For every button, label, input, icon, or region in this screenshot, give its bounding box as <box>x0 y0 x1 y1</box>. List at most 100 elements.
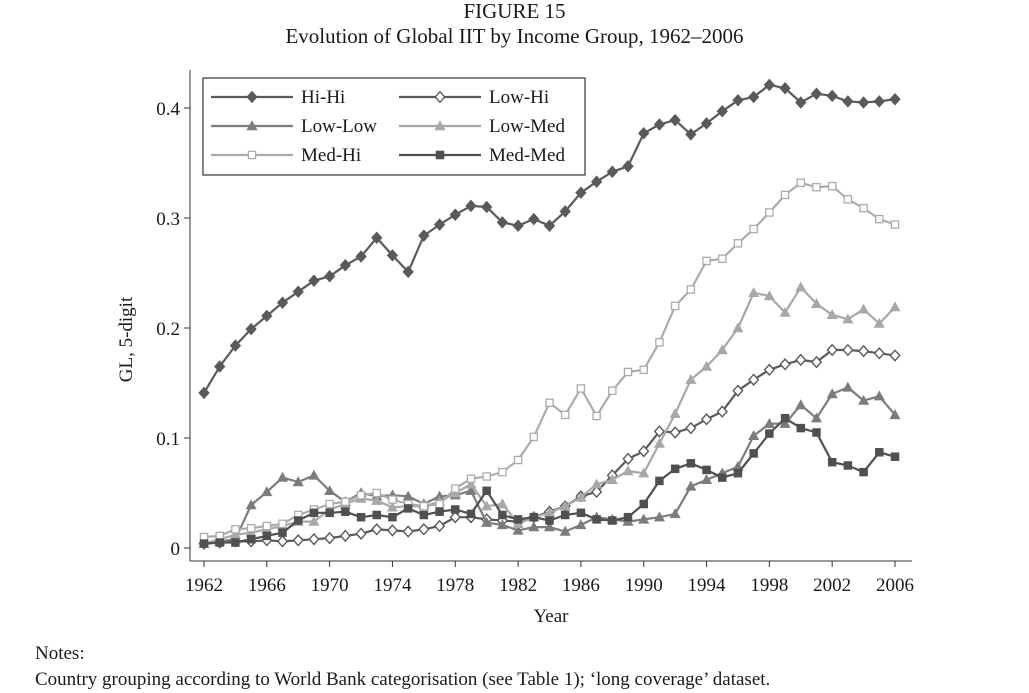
data-point-low-hi <box>795 353 807 367</box>
x-tick-label: 2006 <box>876 575 914 596</box>
data-point-med-med <box>702 465 711 475</box>
legend-label: Low-Low <box>301 116 377 137</box>
data-point-hi-hi <box>528 212 540 226</box>
data-point-hi-hi <box>889 92 901 106</box>
data-point-low-low <box>575 519 587 530</box>
data-point-med-med <box>686 459 696 468</box>
data-point-hi-hi <box>433 218 446 231</box>
data-point-med-med <box>859 467 868 477</box>
data-point-med-hi <box>796 178 806 188</box>
data-point-low-hi <box>700 413 713 426</box>
data-point-low-med <box>559 500 571 511</box>
data-point-hi-hi <box>857 96 870 109</box>
data-point-med-hi <box>513 455 523 465</box>
data-point-low-hi <box>402 525 414 538</box>
data-point-med-med <box>278 528 287 537</box>
data-point-low-hi <box>842 343 854 357</box>
data-point-med-med <box>199 539 209 548</box>
data-point-hi-hi <box>496 216 509 229</box>
data-point-hi-hi <box>779 81 791 95</box>
data-point-med-hi <box>419 501 429 511</box>
data-point-low-low <box>308 469 320 480</box>
data-point-low-low <box>559 525 571 536</box>
data-point-hi-hi <box>355 250 367 263</box>
series-med-med <box>199 413 900 548</box>
data-point-low-med <box>622 465 634 476</box>
x-tick-label: 1962 <box>185 575 223 596</box>
data-point-med-hi <box>639 365 648 375</box>
data-point-hi-hi <box>653 118 666 131</box>
series-low-med <box>198 281 901 548</box>
data-point-med-med <box>498 510 507 520</box>
data-point-low-hi <box>433 519 446 533</box>
data-point-med-hi <box>859 203 868 213</box>
data-point-hi-hi <box>826 89 838 103</box>
data-point-med-med <box>560 510 570 520</box>
legend-entry-low-med: Low-Med <box>399 116 565 137</box>
data-point-med-hi <box>278 519 287 529</box>
y-tick-label: 0.4 <box>156 99 180 120</box>
data-point-hi-hi <box>810 87 823 100</box>
data-point-hi-hi <box>669 113 681 127</box>
data-point-med-med <box>749 449 758 458</box>
data-point-hi-hi <box>276 296 289 309</box>
data-point-med-hi <box>560 410 570 420</box>
notes: Notes: Country grouping according to Wor… <box>35 641 770 693</box>
data-point-med-med <box>403 504 413 513</box>
data-point-med-med <box>670 464 680 474</box>
data-point-hi-hi <box>622 160 634 173</box>
data-point-med-hi <box>246 523 256 533</box>
data-point-hi-hi <box>575 186 587 199</box>
data-point-med-med <box>293 516 303 525</box>
y-axis-title: GL, 5-digit <box>116 296 137 382</box>
data-point-low-hi <box>826 343 838 357</box>
data-point-low-hi <box>685 421 697 435</box>
data-point-low-med <box>669 408 681 418</box>
data-point-low-hi <box>779 358 791 371</box>
legend-marker <box>434 90 446 104</box>
data-point-low-low <box>669 508 681 519</box>
data-point-med-hi <box>482 472 491 481</box>
data-point-low-low <box>700 474 713 484</box>
data-point-med-hi <box>231 525 240 534</box>
data-point-low-med <box>496 498 508 509</box>
data-point-med-med <box>623 512 633 522</box>
data-point-low-low <box>858 394 870 405</box>
data-point-low-low <box>324 485 336 495</box>
data-point-hi-hi <box>732 94 744 107</box>
data-point-med-med <box>372 510 381 520</box>
data-point-hi-hi <box>842 95 854 108</box>
data-point-hi-hi <box>371 231 383 245</box>
data-point-med-hi <box>341 497 350 507</box>
data-point-low-med <box>638 467 650 478</box>
data-point-hi-hi <box>308 274 320 287</box>
data-point-med-med <box>529 512 539 522</box>
data-point-med-med <box>341 507 350 516</box>
legend-marker <box>246 120 258 131</box>
data-point-hi-hi <box>606 165 618 179</box>
data-point-low-hi <box>590 485 603 499</box>
data-point-med-med <box>608 516 617 525</box>
data-point-low-low <box>638 513 650 524</box>
data-point-low-med <box>575 491 587 502</box>
data-point-hi-hi <box>386 249 399 262</box>
data-point-med-hi <box>875 214 884 224</box>
data-point-hi-hi <box>590 175 603 188</box>
data-point-low-med <box>700 360 713 371</box>
data-point-med-med <box>356 512 366 522</box>
data-point-low-low <box>528 521 540 532</box>
data-point-low-low <box>512 524 524 535</box>
data-point-low-med <box>371 494 383 505</box>
legend-marker <box>434 120 446 131</box>
data-point-med-med <box>875 448 884 457</box>
data-point-med-med <box>435 507 444 516</box>
data-point-low-hi <box>339 529 351 543</box>
data-point-hi-hi <box>512 219 524 232</box>
axes: 0 0.1 0.2 0.3 0.4 1962 1966 1970 1974 1978 1982 198… <box>116 70 914 627</box>
data-point-low-hi <box>371 523 383 536</box>
data-point-low-low <box>842 381 854 392</box>
data-point-low-hi <box>873 347 885 360</box>
legend: Hi-Hi Low-Hi Low-Low Low-Med Med-Hi Med-Med <box>202 77 586 176</box>
data-point-low-med <box>308 515 320 526</box>
data-point-med-med <box>246 534 256 544</box>
